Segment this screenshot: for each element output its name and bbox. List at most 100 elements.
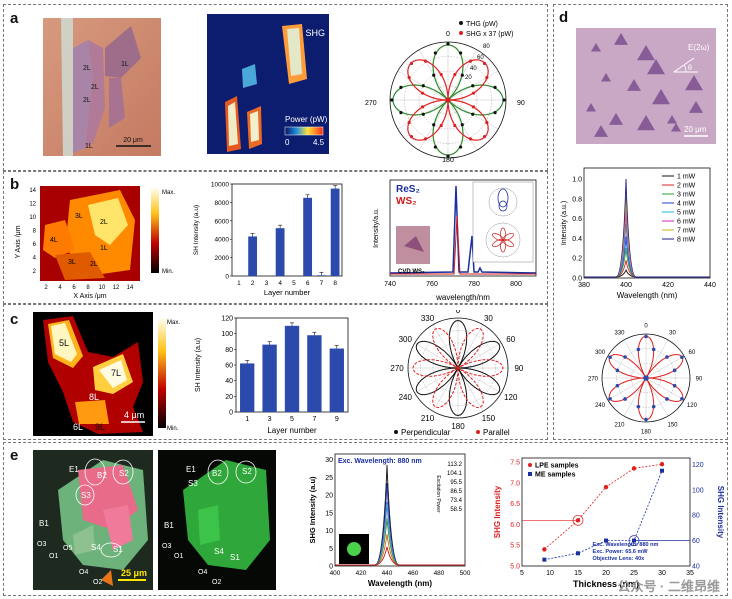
e-thick-ytick-left: 7.0 [510, 480, 520, 487]
e-region-label: O1 [174, 553, 183, 560]
d-polar-point [665, 397, 669, 401]
e-spectrum-line [335, 482, 465, 566]
a-legend: THG (pW) SHG x 37 (pW) [459, 21, 513, 38]
c-angle-label: 120 [504, 393, 518, 402]
e-power-label: 113.2 [447, 462, 462, 468]
e-power-label: 73.4 [450, 498, 462, 504]
e-inset-spot [347, 542, 361, 556]
b-spec-ylabel: Intensity/a.u. [373, 208, 380, 248]
bar [303, 197, 313, 276]
a-shg-point [482, 61, 487, 66]
b-spec-xtick: 800 [510, 281, 522, 288]
b-map-ytick: 10 [29, 215, 36, 221]
e-me-point [542, 557, 547, 562]
d-polar-point [608, 355, 612, 360]
e-lpe-point [542, 547, 547, 552]
panel-e-shg-image: E1 B2 S2 S3 B1 O3 O1 S4 S1 O4 O2 [158, 450, 276, 590]
d-scale-bar: 20 μm [684, 125, 707, 134]
e-thick-note: Exc. Power: 65.6 mW [593, 549, 649, 555]
a-thg-point [432, 73, 436, 77]
d-legend-label: 3 mW [677, 192, 696, 199]
e-thick-xlabel: Thickness (nm) [573, 579, 639, 589]
d-legend-label: 7 mW [677, 228, 696, 235]
d-flake [594, 125, 608, 137]
a-thg-point [502, 98, 506, 102]
e-spec-xlabel: Wavelength (nm) [368, 579, 432, 588]
e-highlight [572, 514, 584, 526]
e-region-label: S4 [91, 543, 101, 552]
e-me-point [576, 551, 580, 556]
a-shg-point [423, 137, 428, 141]
c-angle-label: 330 [421, 314, 435, 323]
b-inset-petal [492, 232, 504, 242]
a-shg-point [439, 72, 443, 77]
b-region-label: 3L [75, 213, 83, 220]
b-map-xtick: 12 [113, 285, 120, 291]
c-angle-label: 150 [482, 414, 496, 423]
panel-label-e: e [10, 447, 19, 464]
b-spec-xtick: 780 [468, 281, 480, 288]
b-region-label: 1L [100, 245, 108, 252]
d-flake [609, 113, 623, 125]
d-flake [685, 75, 703, 91]
y-tick-label: 100 [221, 331, 233, 338]
y-tick-label: 20 [225, 394, 233, 401]
a-thg-point [399, 111, 403, 115]
e-legend-lpe: LPE samples [535, 463, 579, 470]
d-polar-point [615, 383, 620, 388]
e-power-label: 95.5 [450, 480, 462, 486]
x-tick-label: 5 [290, 416, 294, 423]
d-field-label: E(2ω) [688, 43, 710, 52]
d-angle-label: 60 [689, 350, 696, 356]
d-polar-point [651, 347, 656, 352]
a-layer-label: 2L [83, 65, 91, 72]
c-layer-label: 6L [73, 422, 83, 432]
d-ylabel: Intensity (a.u.) [561, 201, 568, 245]
e-spec-xtick: 500 [460, 570, 471, 577]
e-spec-title: Exc. Wavelength: 880 nm [338, 458, 422, 465]
d-polar-point [636, 347, 641, 352]
a-shg-point [485, 75, 489, 80]
bar [275, 228, 285, 276]
a-angle-label: 90 [517, 100, 525, 107]
d-flake [647, 59, 665, 75]
e-thick-ytick-left: 5.0 [510, 564, 520, 571]
e-spec-ytick: 15 [325, 510, 333, 517]
a-thg-point [433, 51, 437, 55]
panel-a-polar-plot: THG (pW) SHG x 37 (pW) 0 90 180 270 20 4… [365, 21, 525, 164]
b-cbar-min: Min. [162, 269, 174, 275]
d-xtick: 440 [704, 282, 716, 289]
e-spectrum-line [335, 534, 465, 566]
c-angle-label: 300 [399, 335, 413, 344]
watermark: 公众号 · 二维昂维 [617, 579, 720, 594]
e-me-point [604, 538, 608, 543]
b-map-ytick: 6 [33, 242, 37, 248]
a-thg-point [432, 123, 436, 127]
d-legend-label: 2 mW [677, 183, 696, 190]
e-region-label: B1 [164, 521, 174, 530]
d-polar-point [644, 417, 648, 422]
panel-e-thickness-plot: 5 10 15 20 25 30 35 5.0 5.5 6.0 6.5 7.0 7.5 40 60 80 100… [493, 457, 725, 589]
a-thg-point [460, 123, 464, 127]
e-region-label: S2 [119, 469, 129, 478]
y-tick-label: 4000 [215, 237, 230, 244]
a-thg-point [433, 145, 437, 149]
e-me-point [660, 468, 664, 473]
c-layer-label: 9L [95, 422, 105, 432]
e-thick-note: Exc. Wavelength: 880 nm [593, 542, 659, 548]
e-spec-xtick: 480 [434, 570, 445, 577]
e-highlight [628, 535, 640, 546]
polar-spoke [457, 342, 502, 369]
y-tick-label: 40 [225, 378, 233, 385]
c-angle-label: 210 [421, 414, 435, 423]
d-polar-point [636, 404, 641, 409]
d-legend-label: 1 mW [677, 174, 696, 181]
a-shg-point [453, 123, 457, 128]
y-tick-label: 120 [221, 316, 233, 323]
a-thg-point [459, 51, 463, 55]
y-tick-label: 80 [225, 347, 233, 354]
b-map-xtick: 10 [99, 285, 106, 291]
d-flake [671, 123, 681, 132]
polar-spoke [414, 342, 459, 369]
e-lpe-point [631, 466, 637, 471]
